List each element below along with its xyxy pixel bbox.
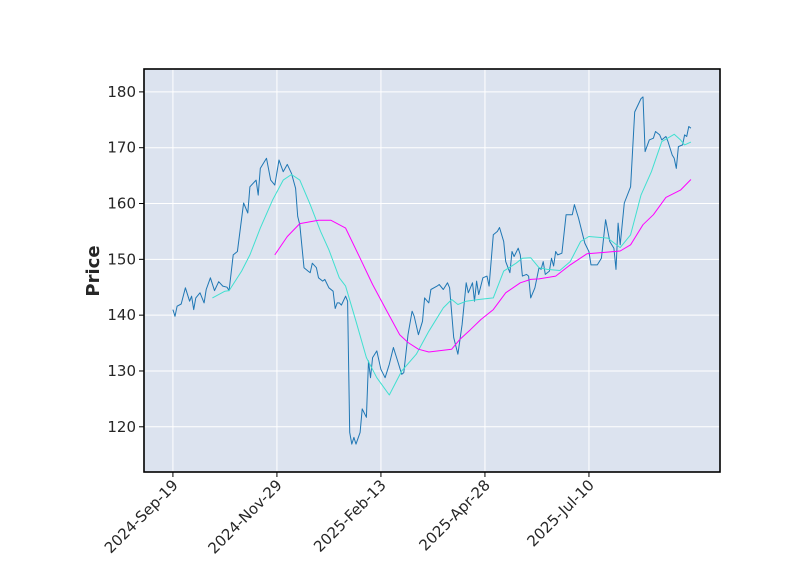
y-tick-label: 180 [107, 83, 136, 101]
x-tick-label: 2025-Feb-13 [310, 476, 390, 556]
moving-average-short-line [212, 133, 692, 396]
y-tick-label: 120 [107, 418, 136, 436]
moving-average-long-line [274, 179, 692, 353]
y-tick-label: 160 [107, 195, 136, 213]
x-tick-label: 2024-Nov-29 [204, 476, 285, 557]
x-tick-label: 2025-Jul-10 [524, 476, 598, 550]
y-tick-label: 150 [107, 250, 136, 268]
series-lines [172, 96, 692, 445]
close-line [172, 96, 692, 445]
x-tick-label: 2025-Apr-28 [415, 476, 493, 554]
gridlines [144, 69, 720, 472]
x-axis: 2024-Sep-19 2024-Nov-29 2025-Feb-13 2025-Ap… [101, 472, 598, 557]
plot-frame [143, 68, 721, 473]
y-tick-label: 130 [107, 362, 136, 380]
y-axis-label: Price [83, 245, 104, 296]
y-tick-label: 170 [107, 139, 136, 157]
y-axis: 120 130 140 150 160 170 180 [107, 83, 144, 436]
plot-background [144, 69, 720, 472]
x-tick-label: 2024-Sep-19 [101, 476, 182, 557]
y-tick-label: 140 [107, 306, 136, 324]
